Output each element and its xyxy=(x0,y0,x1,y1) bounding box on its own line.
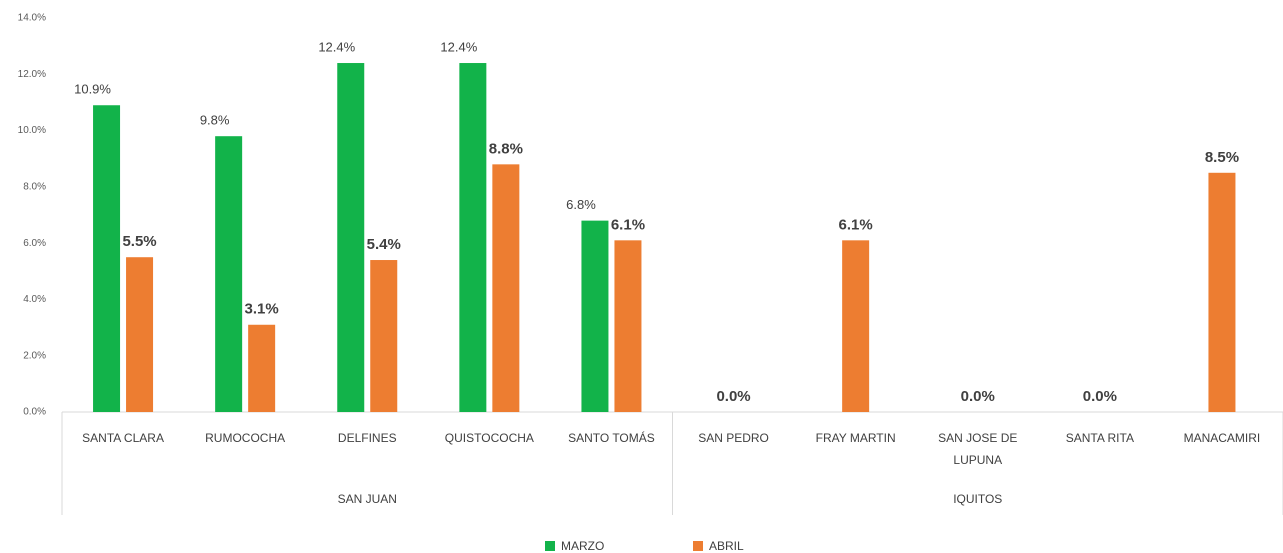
data-label: 3.1% xyxy=(245,301,279,318)
bar xyxy=(93,105,121,412)
data-label: 9.8% xyxy=(200,113,230,128)
bar xyxy=(215,136,243,412)
x-tick-label: SAN JOSE DE LUPUNA xyxy=(938,431,1018,467)
y-tick-label: 12.0% xyxy=(18,69,46,80)
data-label: 8.8% xyxy=(489,140,523,157)
data-label: 0.0% xyxy=(1083,388,1117,405)
bar xyxy=(370,260,398,412)
data-label: 10.9% xyxy=(74,82,111,97)
y-tick-label: 14.0% xyxy=(18,13,46,24)
x-tick-label: FRAY MARTIN xyxy=(815,431,896,445)
data-label: 8.5% xyxy=(1205,149,1239,166)
x-tick-label: SANTA CLARA xyxy=(82,431,164,445)
y-tick-label: 8.0% xyxy=(23,181,46,192)
y-tick-label: 0.0% xyxy=(23,407,46,418)
group-label: SAN JUAN xyxy=(338,492,397,506)
bar xyxy=(581,220,609,412)
legend-label: ABRIL xyxy=(709,539,744,553)
data-label: 0.0% xyxy=(961,388,995,405)
group-label: IQUITOS xyxy=(953,492,1002,506)
x-tick-label: SANTO TOMÁS xyxy=(568,431,655,445)
bar xyxy=(337,63,365,413)
y-tick-label: 2.0% xyxy=(23,350,46,361)
data-label: 12.4% xyxy=(440,39,477,54)
bar xyxy=(614,240,642,412)
x-tick-label: SANTA RITA xyxy=(1065,431,1134,445)
y-tick-label: 10.0% xyxy=(18,125,46,136)
x-tick-label: RUMOCOCHA xyxy=(205,431,286,445)
legend-label: MARZO xyxy=(561,539,604,553)
bar xyxy=(492,164,520,412)
data-label: 6.1% xyxy=(611,216,645,233)
bar xyxy=(842,240,870,412)
bar xyxy=(126,257,154,412)
bar xyxy=(1208,172,1236,412)
x-tick-label: SAN PEDRO xyxy=(698,431,769,445)
data-label: 5.4% xyxy=(367,236,401,253)
data-label: 6.1% xyxy=(839,216,873,233)
legend-swatch xyxy=(693,541,703,551)
data-label: 0.0% xyxy=(716,388,750,405)
y-tick-label: 4.0% xyxy=(23,294,46,305)
data-label: 5.5% xyxy=(122,233,156,250)
data-label: 12.4% xyxy=(318,39,355,54)
bar xyxy=(248,324,276,412)
x-tick-label: MANACAMIRI xyxy=(1183,431,1261,445)
data-label: 6.8% xyxy=(566,197,596,212)
x-tick-label: QUISTOCOCHA xyxy=(444,431,534,445)
bar xyxy=(459,63,487,413)
legend-swatch xyxy=(545,541,555,551)
y-tick-label: 6.0% xyxy=(23,238,46,249)
x-tick-label: DELFINES xyxy=(337,431,397,445)
